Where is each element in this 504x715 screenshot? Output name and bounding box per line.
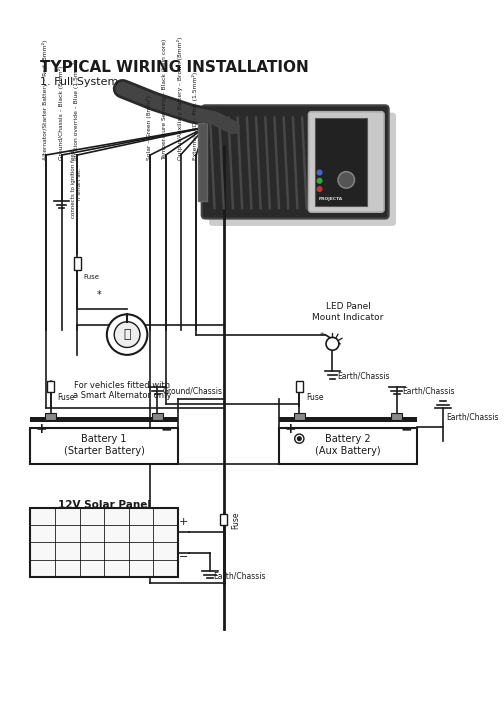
Text: Output/Auxiliary Battery – Brown (8mm²): Output/Auxiliary Battery – Brown (8mm²) bbox=[176, 36, 182, 159]
Text: Solar – Green (8mm²): Solar – Green (8mm²) bbox=[146, 94, 152, 159]
Text: For vehicles fitted with
a Smart Alternator only: For vehicles fitted with a Smart Alterna… bbox=[73, 380, 172, 400]
Text: +: + bbox=[284, 423, 296, 436]
Bar bbox=[30, 428, 178, 463]
Circle shape bbox=[114, 322, 140, 347]
Text: Battery 1
(Starter Battery): Battery 1 (Starter Battery) bbox=[64, 434, 145, 456]
Text: Temperature Sensing – Black (twin core): Temperature Sensing – Black (twin core) bbox=[162, 39, 167, 159]
Text: Ignition override – Blue (1.5mm²): Ignition override – Blue (1.5mm²) bbox=[74, 59, 80, 159]
Circle shape bbox=[338, 172, 355, 188]
Bar bbox=[315, 118, 366, 206]
Text: ⓪: ⓪ bbox=[123, 328, 131, 341]
Text: Battery 2
(Aux Battery): Battery 2 (Aux Battery) bbox=[316, 434, 381, 456]
Text: Earth/Chassis: Earth/Chassis bbox=[337, 372, 390, 380]
Bar bbox=[279, 417, 417, 422]
Text: Fuse: Fuse bbox=[57, 393, 75, 402]
Bar bbox=[152, 413, 163, 420]
Text: −: − bbox=[400, 423, 412, 436]
Bar bbox=[47, 380, 54, 392]
Text: connects to ignition feed
if smart alt.: connects to ignition feed if smart alt. bbox=[71, 149, 82, 217]
FancyBboxPatch shape bbox=[202, 105, 389, 219]
Text: Fuse: Fuse bbox=[306, 393, 323, 402]
Text: Alternator/Starter Battery – Red (8mm²): Alternator/Starter Battery – Red (8mm²) bbox=[42, 39, 48, 159]
Bar bbox=[220, 514, 227, 526]
Text: PROJECTA: PROJECTA bbox=[319, 197, 343, 201]
Bar bbox=[30, 508, 178, 577]
Text: Ground/Chassis – Black (8mm²): Ground/Chassis – Black (8mm²) bbox=[58, 65, 64, 159]
Circle shape bbox=[318, 187, 322, 192]
Text: LED Panel
Mount Indicator: LED Panel Mount Indicator bbox=[312, 302, 384, 322]
Bar bbox=[30, 417, 178, 422]
Text: 12V Solar Panel: 12V Solar Panel bbox=[57, 500, 151, 511]
Text: 1. Full System: 1. Full System bbox=[40, 77, 118, 87]
Circle shape bbox=[326, 337, 339, 350]
Circle shape bbox=[107, 315, 147, 355]
Text: +: + bbox=[178, 516, 188, 526]
Bar bbox=[74, 257, 81, 270]
Bar bbox=[198, 123, 207, 201]
Text: Fuse: Fuse bbox=[231, 511, 240, 528]
Text: *: * bbox=[320, 332, 324, 341]
FancyBboxPatch shape bbox=[209, 113, 396, 226]
Bar bbox=[45, 413, 56, 420]
Text: TYPICAL WIRING INSTALLATION: TYPICAL WIRING INSTALLATION bbox=[40, 60, 308, 75]
Circle shape bbox=[297, 437, 301, 440]
Text: Fuse: Fuse bbox=[83, 274, 99, 280]
Bar bbox=[279, 428, 417, 463]
Text: Earth/Chassis: Earth/Chassis bbox=[403, 386, 455, 395]
Bar bbox=[296, 380, 303, 392]
Bar bbox=[294, 413, 305, 420]
Circle shape bbox=[295, 434, 304, 443]
Text: +: + bbox=[36, 423, 47, 436]
Text: External LED – Pink (1.5mm²): External LED – Pink (1.5mm²) bbox=[192, 72, 198, 159]
Bar bbox=[392, 413, 403, 420]
Circle shape bbox=[318, 170, 322, 175]
Text: Ground/Chassis: Ground/Chassis bbox=[163, 386, 223, 395]
Text: −: − bbox=[161, 423, 172, 436]
Text: *: * bbox=[97, 290, 102, 300]
Circle shape bbox=[318, 179, 322, 183]
Text: −: − bbox=[178, 552, 188, 562]
Text: Earth/Chassis: Earth/Chassis bbox=[447, 413, 499, 422]
FancyBboxPatch shape bbox=[308, 112, 384, 212]
Text: Earth/Chassis: Earth/Chassis bbox=[214, 571, 266, 580]
